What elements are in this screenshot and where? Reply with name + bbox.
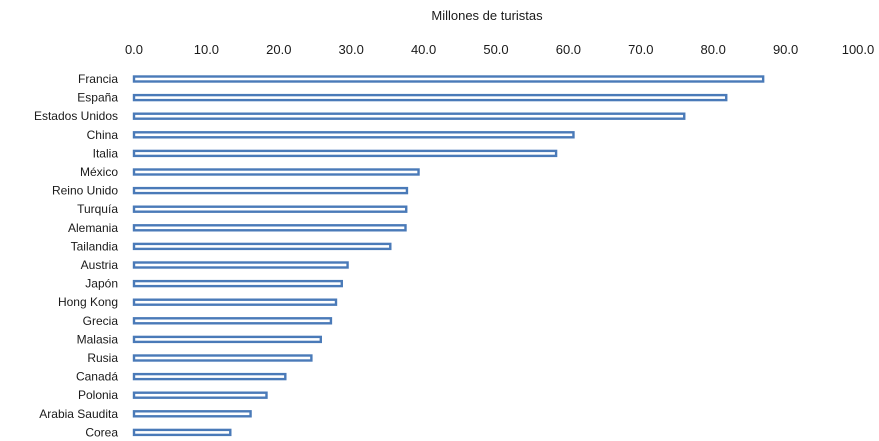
category-label: México bbox=[80, 165, 118, 179]
bar bbox=[132, 186, 409, 195]
category-label: Grecia bbox=[83, 314, 119, 328]
bars bbox=[132, 75, 765, 437]
category-label: Hong Kong bbox=[58, 295, 118, 309]
x-tick-label: 40.0 bbox=[411, 42, 436, 57]
bar bbox=[132, 335, 322, 344]
x-tick-label: 60.0 bbox=[556, 42, 581, 57]
category-label: Austria bbox=[81, 258, 119, 272]
category-label: China bbox=[87, 128, 119, 142]
bar bbox=[132, 168, 420, 176]
bar bbox=[132, 149, 558, 158]
x-tick-label: 100.0 bbox=[842, 42, 875, 57]
bar bbox=[132, 372, 287, 381]
bar bbox=[132, 112, 686, 120]
category-label: Italia bbox=[93, 146, 119, 160]
category-label: Tailandia bbox=[71, 239, 119, 253]
category-label: Rusia bbox=[87, 351, 118, 365]
bar bbox=[132, 205, 408, 213]
category-label: Japón bbox=[85, 277, 118, 291]
category-label: Arabia Saudita bbox=[39, 407, 118, 421]
bar bbox=[132, 242, 392, 251]
bar bbox=[132, 261, 349, 269]
bar bbox=[132, 354, 313, 362]
x-tick-label: 30.0 bbox=[339, 42, 364, 57]
x-tick-label: 20.0 bbox=[266, 42, 291, 57]
x-tick-label: 50.0 bbox=[483, 42, 508, 57]
bar bbox=[132, 410, 252, 418]
bar bbox=[132, 391, 268, 399]
bar bbox=[132, 298, 338, 306]
bar bbox=[132, 428, 232, 437]
category-label: Alemania bbox=[68, 221, 118, 235]
category-label: Malasia bbox=[77, 332, 119, 346]
x-tick-label: 10.0 bbox=[194, 42, 219, 57]
x-axis-title: Millones de turistas bbox=[431, 8, 543, 23]
category-label: Reino Unido bbox=[52, 184, 118, 198]
x-tick-label: 70.0 bbox=[628, 42, 653, 57]
bar bbox=[132, 279, 343, 288]
bar bbox=[132, 75, 765, 83]
category-labels: Francia España Estados Unidos China Italia Mé… bbox=[34, 72, 118, 439]
category-label: Turquía bbox=[77, 202, 118, 216]
x-tick-label: 90.0 bbox=[773, 42, 798, 57]
category-label: España bbox=[77, 91, 118, 105]
x-tick-label: 0.0 bbox=[125, 42, 143, 57]
category-label: Corea bbox=[85, 425, 118, 439]
bar bbox=[132, 224, 407, 232]
category-label: Polonia bbox=[78, 388, 118, 402]
bar bbox=[132, 131, 575, 139]
category-label: Canadá bbox=[76, 370, 118, 384]
category-label: Francia bbox=[78, 72, 118, 86]
x-axis-ticks: 0.0 10.0 20.0 30.0 40.0 50.0 60.0 70.0 80.0 90.0 1… bbox=[125, 42, 874, 57]
bar bbox=[132, 317, 333, 325]
bar bbox=[132, 93, 728, 102]
category-label: Estados Unidos bbox=[34, 109, 118, 123]
x-tick-label: 80.0 bbox=[701, 42, 726, 57]
